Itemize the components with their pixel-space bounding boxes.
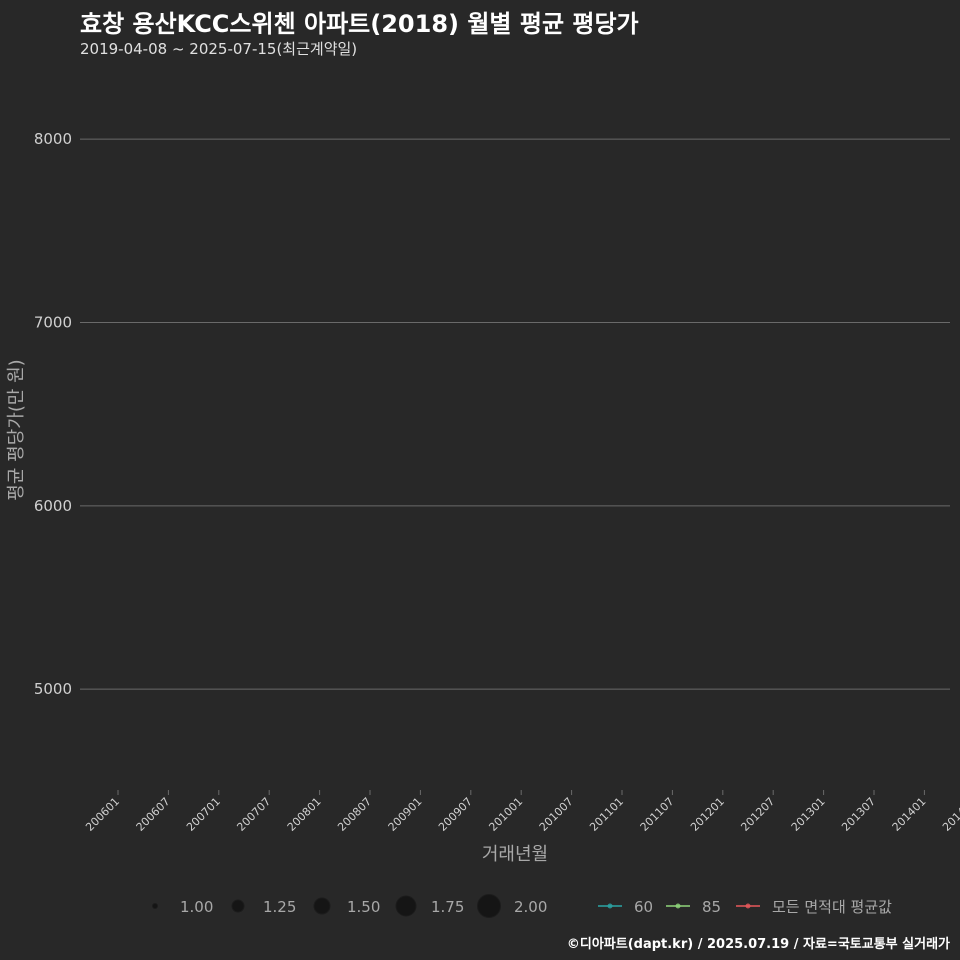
legend-color-label: 모든 면적대 평균값 (772, 898, 892, 916)
legend-size-marker (477, 894, 501, 918)
x-tick-label: 201107 (638, 795, 677, 834)
x-tick-label: 201101 (587, 795, 626, 834)
y-axis-ticks: 5000 6000 7000 8000 (34, 130, 72, 698)
legend-size-marker (313, 897, 331, 915)
x-tick-label: 201201 (688, 795, 727, 834)
legend-color-label: 85 (702, 898, 721, 916)
y-tick-label: 5000 (34, 680, 72, 698)
y-tick-label: 6000 (34, 497, 72, 515)
y-tick-label: 8000 (34, 130, 72, 148)
x-tick-label: 200901 (386, 795, 425, 834)
legend-size-marker (231, 899, 245, 913)
legend-size-marker (395, 895, 417, 917)
legend-color-dot (675, 903, 681, 909)
x-tick-label: 201007 (537, 795, 576, 834)
legend-size-marker (152, 903, 158, 909)
legend-size: 1.00 1.25 1.50 1.75 2.00 (152, 894, 547, 918)
grid-lines (80, 138, 950, 690)
chart-title: 효창 용산KCC스위첸 아파트(2018) 월별 평균 평당가 (80, 10, 639, 38)
x-tick-label: 201407 (940, 795, 960, 834)
legend-size-label: 1.75 (431, 898, 464, 916)
legend-color-label: 60 (634, 898, 653, 916)
legend-size-label: 2.00 (514, 898, 547, 916)
x-tick-label: 200601 (83, 795, 122, 834)
legend-size-label: 1.50 (347, 898, 380, 916)
x-tick-label: 200801 (285, 795, 324, 834)
legend-color-dot (745, 903, 751, 909)
x-tick-label: 201401 (890, 795, 929, 834)
x-tick-label: 200607 (134, 795, 173, 834)
legend-size-label: 1.00 (180, 898, 213, 916)
source-caption: ©디아파트(dapt.kr) / 2025.07.19 / 자료=국토교통부 실… (566, 937, 950, 952)
x-tick-label: 201307 (839, 795, 878, 834)
x-tick-label: 201301 (789, 795, 828, 834)
chart-subtitle: 2019-04-08 ~ 2025-07-15(최근계약일) (80, 40, 358, 58)
y-tick-label: 7000 (34, 314, 72, 332)
legend-color: 60 85 모든 면적대 평균값 (598, 898, 892, 916)
x-tick-label: 200807 (335, 795, 374, 834)
x-axis-ticks: 200601 200607 200701 200707 200801 200807 2009… (83, 790, 960, 834)
legend-size-label: 1.25 (263, 898, 296, 916)
x-tick-label: 201001 (486, 795, 525, 834)
x-axis-title: 거래년월 (482, 844, 548, 865)
y-axis-title: 평균 평당가(만 원) (6, 359, 27, 500)
x-tick-label: 200701 (184, 795, 223, 834)
x-tick-label: 200907 (436, 795, 475, 834)
x-tick-label: 200707 (234, 795, 273, 834)
legend-color-dot (607, 903, 613, 909)
x-tick-label: 201207 (738, 795, 777, 834)
